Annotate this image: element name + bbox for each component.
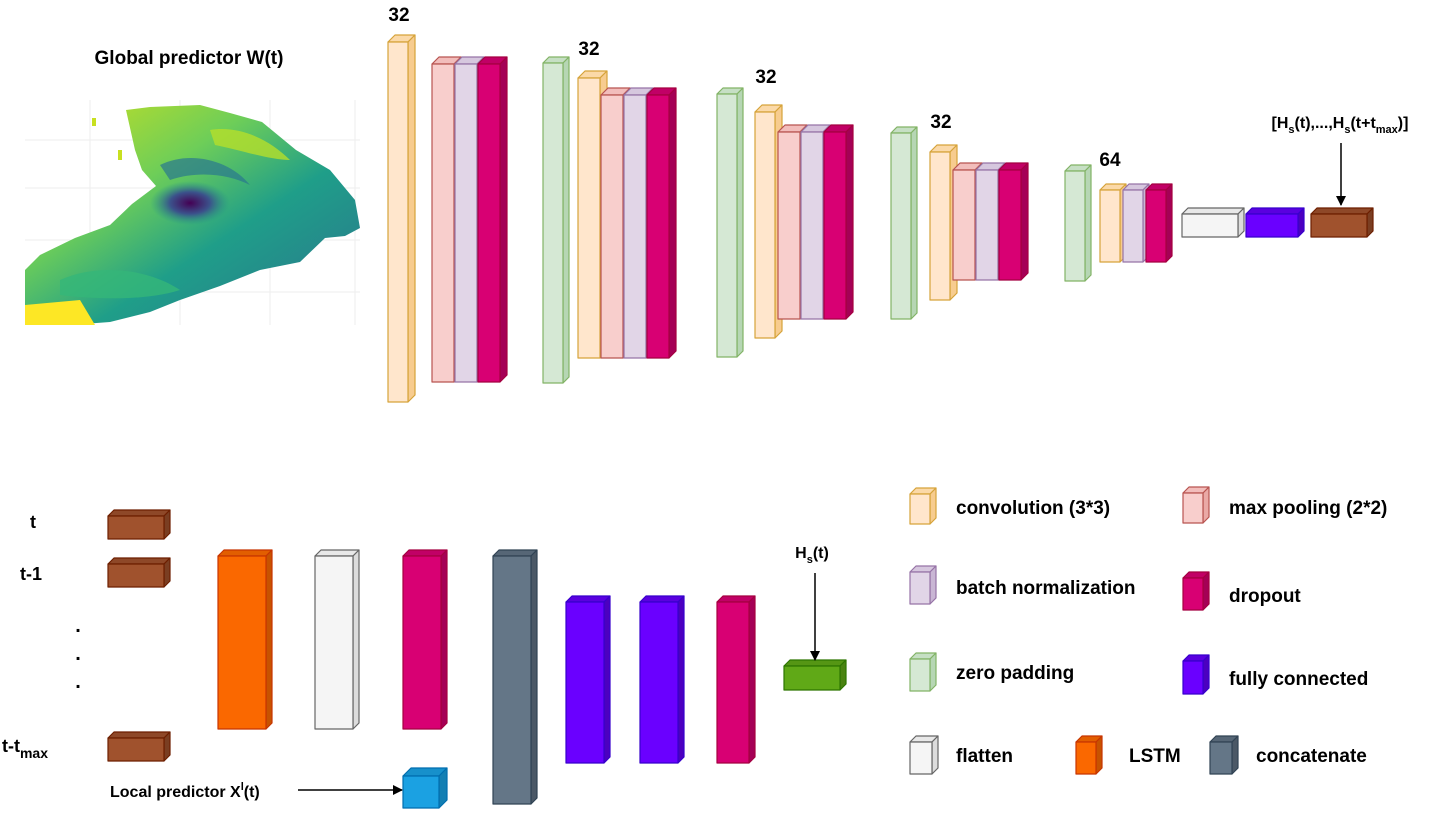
local-predictor-block xyxy=(402,767,448,809)
output-sequence-block xyxy=(1310,207,1374,238)
legend-drop-label: dropout xyxy=(1229,586,1301,607)
tmax-sub: max xyxy=(20,745,48,761)
dropout-layer-block xyxy=(823,124,854,320)
flatten-layer-block xyxy=(1181,207,1245,238)
hs-sub: s xyxy=(807,554,813,566)
dropout-layer-block xyxy=(477,56,508,383)
legend-lstm-swatch xyxy=(1075,735,1103,775)
dropout-layer-block xyxy=(998,162,1029,281)
top-output-label: [Hs(t),...,Hs(t+tmax)] xyxy=(1272,115,1409,136)
hs-output-label: Hs(t) xyxy=(795,545,829,566)
stage-2-filters-label: 32 xyxy=(578,39,599,60)
batchnorm-layer-block xyxy=(1122,183,1150,263)
stage-4-filters-label: 32 xyxy=(930,112,951,133)
fully-connected-layer-block xyxy=(639,595,685,764)
local-predictor-label: Local predictor Xl(t) xyxy=(110,781,260,801)
legend-bn-label: batch normalization xyxy=(956,578,1135,599)
local-sup: l xyxy=(241,781,244,793)
hs-input-block-t-minus-1 xyxy=(107,557,171,588)
conv-layer-block xyxy=(387,34,416,403)
zeropad-layer-block xyxy=(890,126,918,320)
legend-flat-label: flatten xyxy=(956,746,1013,767)
flatten-layer-block xyxy=(314,549,360,730)
dot: . xyxy=(75,615,81,637)
hs-output-block xyxy=(783,659,847,691)
fully-connected-layer-block xyxy=(1245,207,1305,238)
time-label-t-minus-tmax: t-tmax xyxy=(2,736,48,761)
dot: . xyxy=(75,643,81,665)
legend-drop-swatch xyxy=(1182,571,1210,611)
stage-5-filters-label: 64 xyxy=(1099,150,1121,171)
global-predictor-title: Global predictor W(t) xyxy=(95,48,284,69)
legend-conv-label: convolution (3*3) xyxy=(956,498,1110,519)
time-label-t: t xyxy=(30,512,36,532)
dropout-layer-block xyxy=(402,549,448,730)
legend-fc-label: fully connected xyxy=(1229,669,1368,690)
legend-concat-swatch xyxy=(1209,735,1239,775)
zeropad-layer-block xyxy=(542,56,570,384)
concatenate-layer-block xyxy=(492,549,538,805)
zeropad-layer-block xyxy=(716,87,744,358)
hs-input-block-t-minus-tmax xyxy=(107,731,171,762)
global-predictor-map xyxy=(25,100,360,325)
dropout-layer-block xyxy=(646,87,677,359)
legend-pool-label: max pooling (2*2) xyxy=(1229,498,1387,519)
hs-input-block-t xyxy=(107,509,171,540)
time-label-t-minus-1: t-1 xyxy=(20,564,42,584)
conv-layer-block xyxy=(1099,183,1127,263)
legend-fc-swatch xyxy=(1182,654,1210,695)
legend-zero-label: zero padding xyxy=(956,663,1074,684)
output-sub-2: s xyxy=(1344,124,1350,136)
legend-pool-swatch xyxy=(1182,486,1210,524)
stage-1-filters-label: 32 xyxy=(388,5,409,26)
legend-concat-label: concatenate xyxy=(1256,746,1367,767)
output-sub-1: s xyxy=(1288,124,1294,136)
fully-connected-layer-block xyxy=(565,595,611,764)
dropout-layer-block xyxy=(716,595,756,764)
zeropad-layer-block xyxy=(1064,164,1092,282)
legend-conv-swatch xyxy=(909,487,937,525)
legend-flat-swatch xyxy=(909,735,939,775)
dot: . xyxy=(75,671,81,693)
output-sub-3: max xyxy=(1376,124,1399,136)
lstm-layer-block xyxy=(217,549,273,730)
legend-lstm-label: LSTM xyxy=(1129,746,1181,767)
legend-zero-swatch xyxy=(909,652,937,692)
legend-bn-swatch xyxy=(909,565,937,605)
dropout-layer-block xyxy=(1145,183,1173,263)
stage-3-filters-label: 32 xyxy=(755,67,776,88)
